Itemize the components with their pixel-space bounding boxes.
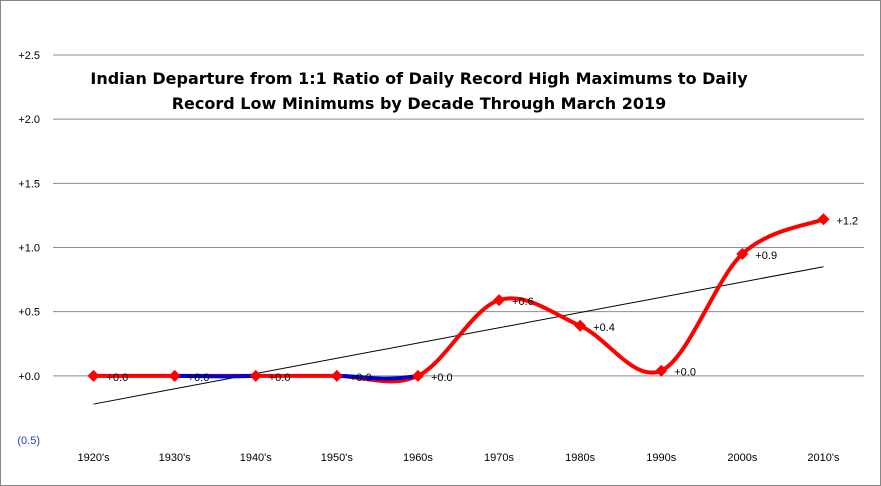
- data-point-marker: [655, 364, 668, 377]
- data-point-marker: [87, 369, 100, 382]
- x-tick-label: 1950's: [321, 452, 354, 464]
- data-point-marker: [249, 369, 262, 382]
- x-tick-label: 2000s: [727, 452, 757, 464]
- y-tick-label: +2.0: [18, 114, 40, 126]
- data-label: +0.9: [755, 250, 777, 262]
- chart-title-line-2: Record Low Minimums by Decade Through Ma…: [172, 94, 667, 113]
- negative-segment: [172, 373, 258, 379]
- data-point-marker: [817, 213, 830, 226]
- x-axis-ticks: 1920's 1930's 1940's 1950's 1960s 1970s 1980s 1…: [78, 452, 840, 464]
- data-label: +0.0: [674, 367, 696, 379]
- y-axis-ticks: +2.5 +2.0 +1.5 +1.0 +0.5 +0.0 (0.5): [17, 50, 40, 447]
- data-point-marker: [168, 369, 181, 382]
- x-tick-label: 1970s: [484, 452, 514, 464]
- data-point-marker: [493, 294, 506, 307]
- y-tick-label: +0.0: [18, 371, 40, 383]
- series-line: [91, 217, 826, 384]
- data-labels: +0.0 +0.0 +0.0 +0.0 +0.0 +0.6 +0.4 +0.0 +0.9 +1.2: [107, 215, 859, 384]
- chart-title-line-1: Indian Departure from 1:1 Ratio of Daily…: [90, 69, 748, 88]
- x-tick-label: 1980s: [565, 452, 595, 464]
- data-label: +0.0: [107, 372, 129, 384]
- y-tick-label: +2.5: [18, 50, 40, 62]
- x-tick-label: 1920's: [78, 452, 111, 464]
- negative-segment: [334, 373, 420, 381]
- data-label: +0.4: [593, 322, 615, 334]
- data-point-marker: [411, 369, 424, 382]
- y-tick-label: +1.0: [18, 243, 40, 255]
- data-label: +0.0: [431, 372, 453, 384]
- x-tick-label: 2010's: [807, 452, 840, 464]
- gridlines: [53, 54, 864, 377]
- data-label: +0.0: [350, 372, 372, 384]
- data-point-marker: [574, 319, 587, 332]
- data-label: +1.2: [836, 215, 858, 227]
- data-label: +0.0: [188, 372, 210, 384]
- data-point-marker: [330, 369, 343, 382]
- x-tick-label: 1930's: [159, 452, 192, 464]
- data-label: +0.6: [512, 296, 534, 308]
- x-tick-label: 1990s: [646, 452, 676, 464]
- series-markers: [87, 213, 830, 382]
- x-tick-label: 1960s: [403, 452, 433, 464]
- y-tick-label: (0.5): [17, 435, 40, 447]
- y-tick-label: +0.5: [18, 307, 40, 319]
- data-label: +0.0: [269, 372, 291, 384]
- y-tick-label: +1.5: [18, 178, 40, 190]
- data-point-marker: [736, 247, 749, 260]
- x-tick-label: 1940's: [240, 452, 273, 464]
